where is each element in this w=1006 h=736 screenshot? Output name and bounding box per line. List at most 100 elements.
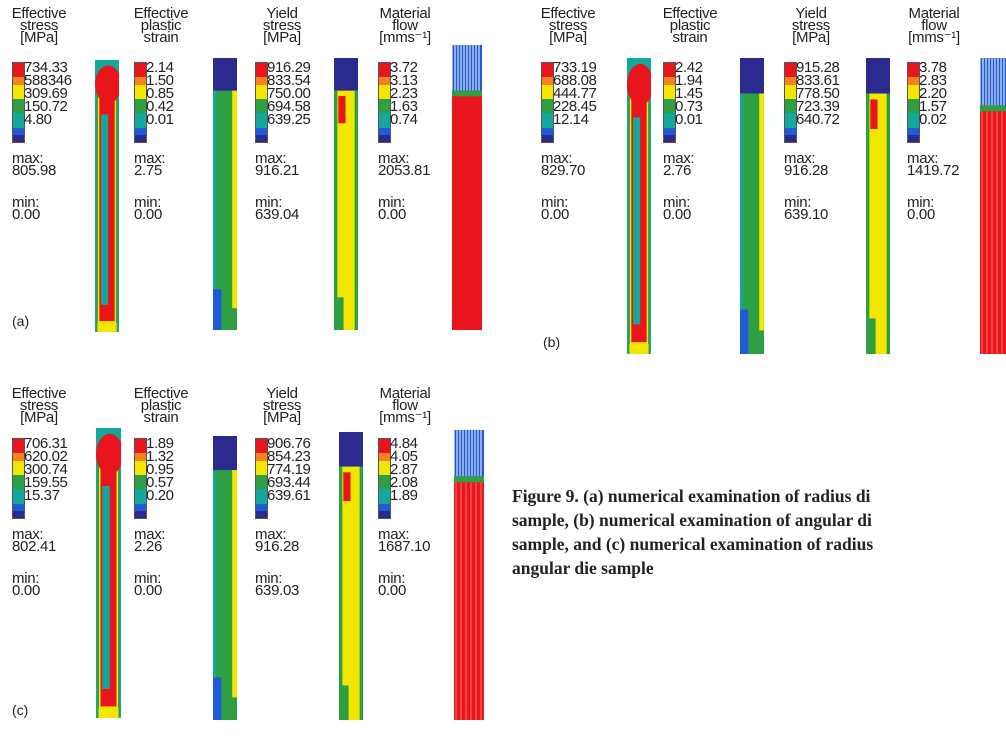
colorbar-swatch [542,113,553,121]
colorbar-swatch [785,106,796,114]
contour-plot [454,430,484,720]
legend-value: 774.19 [267,461,311,478]
legend-value: 300.74 [24,461,68,478]
colorbar [255,62,268,144]
legend-max-label: max: [255,526,287,543]
panel-b: Effective stress [MPa] 733.19 688.08 444.77 22… [527,0,1006,360]
column-title-line: Yield [266,5,298,22]
column-title-line: [MPa] [263,409,301,426]
colorbar-swatch [379,489,390,497]
legend-min-label: min: [378,570,406,587]
colorbar-swatch [13,474,24,483]
colorbar-swatch [13,503,24,511]
colorbar-swatch [13,496,24,504]
colorbar-swatch [135,510,146,519]
legend-value: 0.02 [919,111,947,128]
colorbar-swatch [908,84,919,92]
colorbar-swatch [135,496,146,504]
colorbar-swatch [135,482,146,490]
colorbar-swatch [13,439,24,447]
colorbar-swatch [13,113,24,121]
legend-max-value: 2.75 [134,162,162,179]
colorbar-swatch [256,453,267,461]
legend-value: 1.63 [390,98,418,115]
colorbar-swatch [256,460,267,468]
column-title-line: [MPa] [792,29,830,46]
column-title: Yield stress [MPa] [776,6,846,46]
right-edge [886,93,890,354]
legend-value: 0.73 [675,98,703,115]
column-title-line: stress [262,17,302,34]
legend-min-value: 639.10 [784,206,829,223]
bottom-left [339,685,349,720]
colorbar-swatch [13,489,24,497]
legend-value: 15.37 [24,487,60,504]
contour-bar [627,58,651,354]
legend-max-label: max: [541,150,573,167]
stress-concentration [95,65,119,104]
colorbar-swatch [13,127,24,135]
legend-value: 706.31 [24,435,68,452]
contour-bar [452,45,482,330]
legend-value: 0.74 [390,111,418,128]
colorbar-swatch [256,127,267,135]
legend-value: 1.57 [919,98,947,115]
legend-value: 3.72 [390,59,418,76]
colorbar-swatch [785,91,796,99]
left-edge [339,466,343,720]
column-title-line: [mms⁻¹] [908,29,960,46]
column-title: Effective stress [MPa] [4,5,74,45]
column-title-line: [mms⁻¹] [379,409,431,426]
colorbar-swatch [256,84,267,92]
column-title-line: Yield [266,385,298,402]
bottom-left [213,677,222,720]
legend-value: 733.19 [553,59,597,76]
colorbar-swatch [785,113,796,121]
colorbar-swatch [542,77,553,85]
top-block [334,58,358,91]
colorbar-swatch [135,84,146,92]
contour-plot [452,45,482,330]
legend-max-label: max: [378,526,410,543]
legend-min-label: min: [907,194,935,211]
bottom-left [866,318,876,354]
colorbar-swatch [379,482,390,490]
colorbar-swatch [664,98,675,107]
hot-spot [338,96,346,124]
colorbar-swatch [135,77,146,85]
column-title: Effective plastic strain [126,6,196,45]
hot-spot [343,472,351,502]
legend-max-value: 916.28 [255,538,300,555]
colorbar-swatch [785,70,796,78]
legend-value: 4.80 [24,111,52,128]
flow-front [980,105,1006,112]
legend-min-label: min: [255,194,283,211]
colorbar-swatch [908,70,919,78]
legend-min-value: 0.00 [134,206,162,223]
colorbar-swatch [13,120,24,128]
colorbar-swatch [135,63,146,71]
flow-front [452,90,482,97]
colorbar-swatch [379,503,390,511]
colorbar-swatch [908,120,919,128]
legend-max-value: 916.28 [784,162,829,179]
column-title-line: stress [262,397,302,414]
colorbar-swatch [379,439,390,447]
column-title-line: Effective [11,5,67,22]
colorbar [12,438,25,520]
legend-value: 0.01 [146,111,174,128]
legend-value: 2.87 [390,461,418,478]
column-title-line: Material [908,5,960,22]
colorbar-swatch [135,489,146,497]
legend-max-value: 916.21 [255,162,300,179]
legend-value: 159.55 [24,474,68,491]
legend-max-value: 1687.10 [378,538,431,555]
bottom-left [213,289,222,330]
colorbar-swatch [908,113,919,121]
legend-value: 620.02 [24,448,68,465]
legend-min-label: min: [663,194,691,211]
column-title-line: flow [921,17,947,34]
colorbar-swatch [379,113,390,121]
legend-value: 2.14 [146,59,174,76]
legend-min-value: 0.00 [541,206,569,223]
